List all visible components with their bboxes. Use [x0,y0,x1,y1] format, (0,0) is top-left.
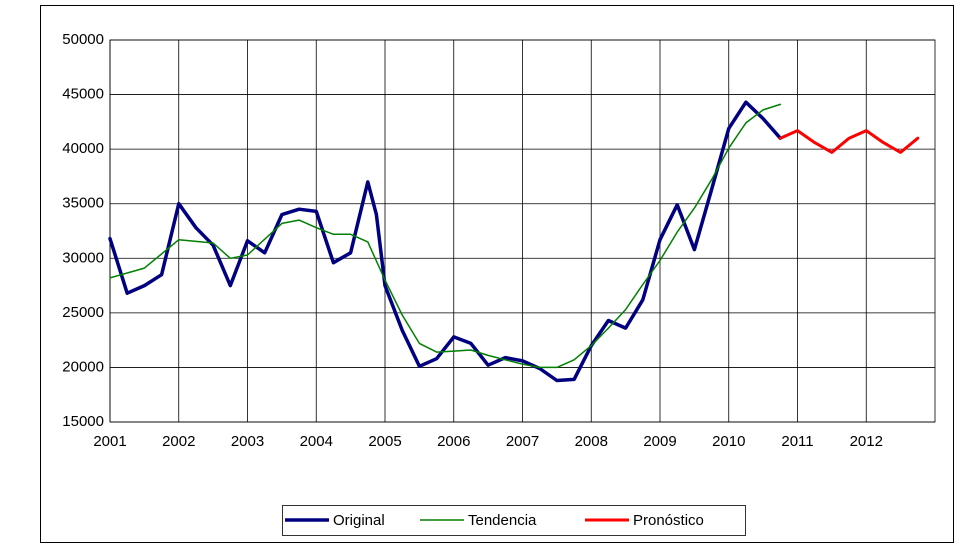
series-line [109,103,782,369]
legend-box [282,505,746,536]
x-tick-label: 2011 [781,433,813,450]
series-line [108,100,783,383]
y-tick-label: 25000 [62,304,104,321]
x-tick-label: 2008 [575,433,608,450]
x-tick-label: 2002 [162,433,195,450]
x-tick-label: 2005 [368,433,401,450]
legend-label: Pronóstico [633,512,704,529]
x-tick-label: 2012 [850,433,883,450]
x-tick-label: 2004 [300,433,333,450]
x-tick-label: 2010 [712,433,745,450]
y-tick-label: 35000 [62,195,104,212]
y-tick-label: 40000 [62,140,104,157]
x-tick-label: 2009 [643,433,676,450]
y-tick-label: 50000 [62,31,104,48]
x-tick-label: 2001 [93,433,126,450]
x-tick-label: 2007 [506,433,539,450]
y-tick-label: 45000 [62,86,104,103]
legend-label: Original [333,512,385,529]
y-tick-label: 30000 [62,249,104,266]
series-line [778,129,920,154]
x-tick-label: 2003 [231,433,264,450]
y-tick-label: 15000 [62,413,104,430]
x-tick-label: 2006 [437,433,470,450]
legend-label: Tendencia [468,512,537,529]
y-tick-label: 20000 [62,358,104,375]
